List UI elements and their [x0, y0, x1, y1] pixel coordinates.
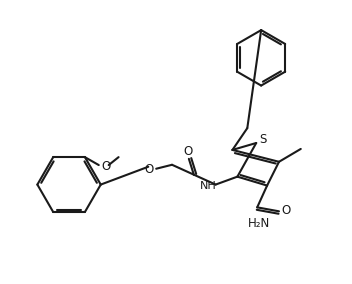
Text: H₂N: H₂N — [248, 217, 270, 230]
Text: O: O — [145, 163, 154, 176]
Text: O: O — [183, 145, 193, 158]
Text: S: S — [259, 133, 267, 145]
Text: O: O — [101, 160, 110, 173]
Text: O: O — [281, 204, 290, 217]
Text: NH: NH — [200, 181, 217, 191]
